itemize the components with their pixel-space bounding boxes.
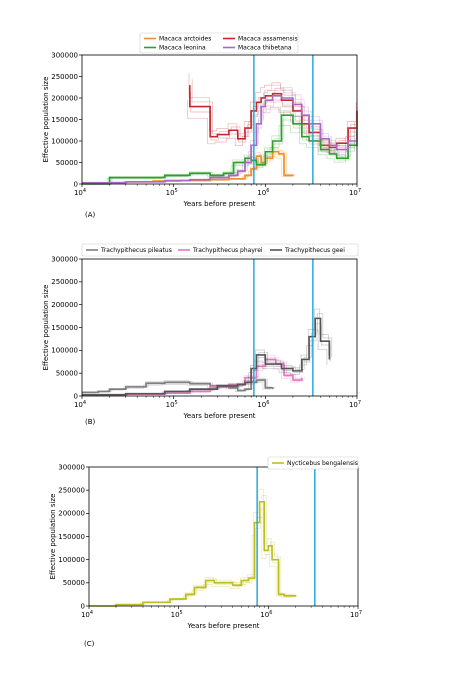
y-tick-label: 50000 (56, 369, 78, 377)
y-tick-label: 250000 (58, 486, 85, 494)
legend-box (139, 32, 299, 54)
series-0 (89, 488, 298, 607)
y-tick-label: 250000 (51, 73, 78, 81)
legend-item: Trachypithecus phayrei (178, 247, 263, 254)
legend-item: Trachypithecus pileatus (86, 247, 172, 254)
y-tick-label: 50000 (56, 159, 78, 167)
y-tick-label: 0 (81, 602, 85, 610)
legend-item: Macaca arctoides (144, 36, 211, 43)
legend-label: Trachypithecus phayrei (192, 247, 263, 254)
x-tick-label: 104 (81, 610, 93, 619)
series-line (89, 500, 297, 607)
series-replicate-line (89, 508, 297, 607)
y-tick-label: 250000 (51, 278, 78, 286)
series-replicate-line (82, 106, 357, 185)
legend-item: Macaca thibetana (223, 45, 292, 52)
legend-label: Macaca leonina (159, 45, 206, 52)
x-tick-label: 106 (257, 188, 269, 197)
y-tick-label: 150000 (51, 116, 78, 124)
series-replicate-line (84, 90, 358, 183)
x-axis-label: Years before present (182, 412, 255, 420)
y-tick-label: 200000 (58, 510, 85, 518)
chart-panel-2: 0 50000 100000 150000 200000 250000 300000 104 1… (49, 456, 362, 648)
x-tick-label: 107 (350, 610, 362, 619)
legend-label: Trachypithecus pileatus (100, 247, 172, 254)
x-tick-label: 107 (349, 188, 361, 197)
panel-label: (C) (84, 640, 95, 648)
legend-label: Macaca thibetana (238, 45, 292, 52)
y-tick-label: 200000 (51, 94, 78, 102)
y-tick-label: 0 (74, 180, 78, 188)
legend-label: Nycticebus bengalensis (287, 460, 358, 467)
plot-frame (88, 466, 359, 607)
y-axis-label: Effective population size (42, 77, 50, 163)
plot-frame (81, 54, 358, 185)
series-line (82, 95, 358, 184)
y-tick-label: 50000 (63, 579, 85, 587)
series-line (189, 85, 358, 149)
series-replicate-line (82, 101, 358, 184)
series-replicate-line (82, 329, 328, 396)
x-axis-label: Years before present (186, 622, 259, 630)
series-3 (82, 84, 358, 184)
legend-label: Macaca arctoides (159, 36, 211, 43)
y-tick-label: 300000 (51, 255, 78, 263)
x-tick-label: 105 (166, 188, 178, 197)
y-tick-label: 200000 (51, 301, 78, 309)
y-tick-label: 300000 (51, 51, 78, 59)
legend-box (81, 243, 359, 257)
y-tick-label: 100000 (51, 347, 78, 355)
series-replicate-line (82, 308, 329, 395)
series-replicate-line (186, 99, 355, 154)
x-tick-label: 106 (257, 400, 269, 409)
panel-label: (B) (85, 418, 96, 426)
y-tick-label: 100000 (58, 556, 85, 564)
y-tick-label: 0 (74, 392, 78, 400)
legend-label: Macaca assamensis (238, 36, 298, 43)
legend-item: Trachypithecus geei (270, 247, 345, 254)
legend-item: Macaca leonina (144, 45, 206, 52)
legend-item: Macaca assamensis (223, 36, 298, 43)
series-line (82, 114, 358, 185)
y-tick-label: 100000 (51, 137, 78, 145)
x-tick-label: 105 (171, 610, 183, 619)
x-tick-label: 107 (349, 400, 361, 409)
x-tick-label: 106 (260, 610, 272, 619)
legend: Macaca arctoides Macaca assamensis Macaca … (139, 32, 299, 54)
y-axis-label: Effective population size (49, 494, 57, 580)
series-replicate-line (191, 79, 358, 146)
x-tick-label: 104 (74, 188, 86, 197)
series-line (82, 379, 274, 394)
x-axis-label: Years before present (182, 200, 255, 208)
chart-panel-0: 0 50000 100000 150000 200000 250000 300000 104 1… (42, 32, 361, 219)
legend: Nycticebus bengalensis (267, 456, 359, 470)
series-replicate-line (82, 125, 355, 185)
series-replicate-line (188, 73, 357, 144)
y-tick-label: 300000 (58, 463, 85, 471)
chart-panel-1: 0 50000 100000 150000 200000 250000 300000 104 1… (42, 243, 361, 426)
legend: Trachypithecus pileatus Trachypithecus ph… (81, 243, 359, 257)
y-axis-label: Effective population size (42, 285, 50, 371)
series-1 (186, 73, 358, 154)
series-replicate-line (82, 377, 273, 393)
series-2 (82, 106, 358, 185)
x-tick-label: 104 (74, 400, 86, 409)
series-replicate-line (84, 110, 358, 185)
x-tick-label: 105 (166, 400, 178, 409)
y-tick-label: 150000 (51, 324, 78, 332)
panel-label: (A) (85, 211, 96, 219)
legend-item: Nycticebus bengalensis (272, 460, 358, 467)
legend-box (267, 456, 359, 470)
legend-label: Trachypithecus geei (284, 247, 345, 254)
y-tick-label: 150000 (58, 533, 85, 541)
